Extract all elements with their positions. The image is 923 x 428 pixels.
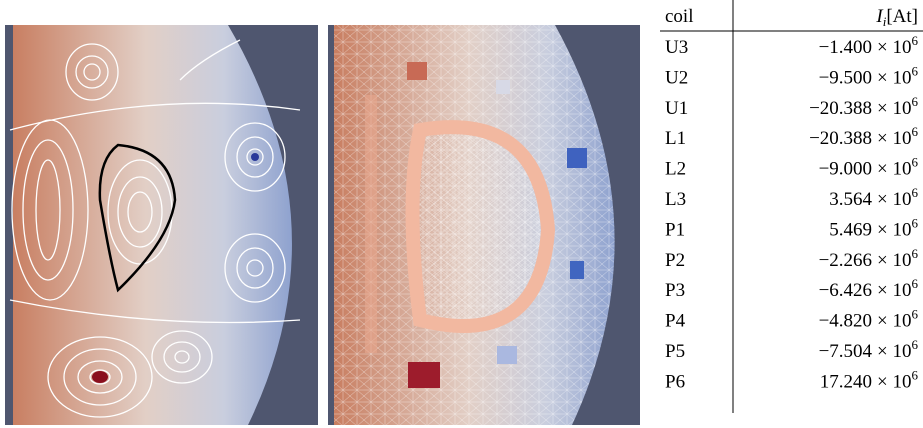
coil-current: −20.388 × 106 — [809, 94, 918, 119]
header-coil: coil — [665, 6, 694, 27]
base: × 10 — [877, 371, 911, 392]
coil-name: P2 — [665, 250, 685, 271]
coil-name: P6 — [665, 371, 685, 392]
coefficient: 3.564 — [829, 189, 872, 210]
base: × 10 — [877, 37, 911, 58]
coil-current: −9.000 × 106 — [819, 155, 919, 180]
coefficient: −9.500 — [819, 67, 872, 88]
exponent: 6 — [912, 246, 919, 261]
coefficient: 17.240 — [820, 371, 872, 392]
coil-current: −6.426 × 106 — [819, 276, 919, 301]
coefficient: 5.469 — [829, 219, 872, 240]
coefficient: −6.426 — [819, 280, 872, 301]
base: × 10 — [877, 98, 911, 119]
coefficient: −4.820 — [819, 311, 872, 332]
exponent: 6 — [912, 337, 919, 352]
coil-name: P3 — [665, 280, 685, 301]
coil-current: 3.564 × 106 — [829, 185, 918, 210]
exponent: 6 — [912, 367, 919, 382]
mesh-plot — [328, 25, 640, 425]
coil-name: P1 — [665, 219, 685, 240]
coil-current: −4.820 × 106 — [819, 307, 919, 332]
coil-name: L1 — [665, 128, 686, 149]
coefficient: −20.388 — [809, 98, 872, 119]
coefficient: −20.388 — [809, 128, 872, 149]
exponent: 6 — [912, 307, 919, 322]
base: × 10 — [877, 128, 911, 149]
exponent: 6 — [912, 155, 919, 170]
exponent: 6 — [912, 215, 919, 230]
coefficient: −7.504 — [819, 341, 873, 362]
base: × 10 — [877, 311, 911, 332]
coil-name: U3 — [665, 37, 688, 58]
exponent: 6 — [912, 63, 919, 78]
coil-name: P4 — [665, 311, 686, 332]
coefficient: −2.266 — [819, 250, 872, 271]
symbol: I — [875, 6, 884, 27]
coefficient: −1.400 — [819, 37, 872, 58]
base: × 10 — [877, 159, 911, 180]
header-current: Ii[At] — [875, 6, 918, 29]
coil-name: U1 — [665, 98, 688, 119]
base: × 10 — [877, 67, 911, 88]
base: × 10 — [877, 280, 911, 301]
base: × 10 — [877, 219, 911, 240]
coil-current: −1.400 × 106 — [819, 33, 919, 58]
coil-current: 5.469 × 106 — [829, 215, 918, 240]
coil-name: U2 — [665, 67, 688, 88]
coefficient: −9.000 — [819, 159, 872, 180]
subscript: i — [883, 14, 887, 29]
exponent: 6 — [912, 94, 919, 109]
exponent: 6 — [912, 124, 919, 139]
coil-name: L3 — [665, 189, 686, 210]
coil-name: L2 — [665, 159, 686, 180]
coil-current: −7.504 × 106 — [819, 337, 919, 362]
coil-current: −2.266 × 106 — [819, 246, 919, 271]
unit: [At] — [886, 6, 918, 27]
base: × 10 — [877, 250, 911, 271]
coil-name: P5 — [665, 341, 685, 362]
base: × 10 — [877, 189, 911, 210]
coil-current: 17.240 × 106 — [820, 367, 919, 392]
exponent: 6 — [912, 276, 919, 291]
exponent: 6 — [912, 33, 919, 48]
coil-current: −20.388 × 106 — [809, 124, 918, 149]
flux-plot — [5, 25, 318, 425]
coil-current: −9.500 × 106 — [819, 63, 919, 88]
exponent: 6 — [912, 185, 919, 200]
base: × 10 — [877, 341, 911, 362]
